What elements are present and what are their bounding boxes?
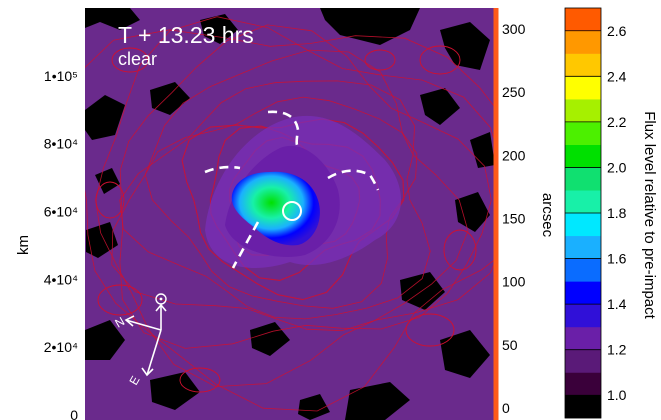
impact-site-marker — [282, 201, 302, 221]
left-tick-label: 6•10⁴ — [44, 204, 78, 220]
colorbar-tick-label: 1.2 — [607, 342, 627, 358]
left-tick-label: 1•10⁵ — [44, 68, 78, 84]
left-axis-label: km — [15, 235, 32, 255]
colorbar-segment — [565, 144, 601, 168]
dashed-boundary — [204, 165, 241, 174]
low-flux-patch — [440, 22, 490, 70]
contour-line — [97, 284, 143, 316]
colorbar-segment — [565, 258, 601, 282]
compass-north-arrow — [125, 319, 162, 331]
colorbar-segment — [565, 235, 601, 259]
low-flux-patch — [85, 320, 125, 360]
right-axis-label: arcsec — [539, 193, 556, 238]
left-tick-label: 2•10⁴ — [44, 339, 78, 355]
contour-line — [119, 80, 431, 320]
right-axis-ticks: 0 50 100 150 200 250 300 — [502, 21, 526, 416]
low-flux-patch — [320, 8, 420, 45]
colorbar-tick-label: 2.4 — [607, 68, 627, 84]
compass-north-arrowhead — [124, 315, 135, 327]
low-flux-patch — [440, 330, 490, 378]
colorbar-tick-label: 2.2 — [607, 114, 627, 130]
contour-line — [85, 29, 495, 412]
colorbar-segment — [565, 99, 601, 123]
colorbar-segment — [565, 8, 601, 32]
compass-sun-arrowhead — [155, 303, 167, 312]
colorbar-segment — [565, 190, 601, 214]
left-tick-label: 0 — [70, 407, 78, 420]
low-flux-patch — [455, 192, 490, 232]
low-flux-regions — [85, 8, 495, 420]
colorbar-segment — [565, 326, 601, 350]
contour-line — [419, 45, 461, 75]
right-tick-label: 200 — [502, 147, 526, 163]
colorbar-tick-label: 1.0 — [607, 387, 627, 403]
left-tick-label: 8•10⁴ — [44, 136, 78, 152]
right-tick-label: 0 — [502, 400, 510, 416]
colorbar-segment — [565, 76, 601, 100]
contour-line — [144, 96, 418, 309]
contour-line — [111, 47, 149, 73]
contour-line — [119, 24, 492, 349]
low-flux-patch — [95, 168, 120, 194]
left-axis-ticks: 0 2•10⁴ 4•10⁴ 6•10⁴ 8•10⁴ 1•10⁵ — [44, 68, 78, 420]
low-flux-patch — [250, 322, 290, 356]
colorbar-tick-label: 2.6 — [607, 23, 627, 39]
filter-label: clear — [118, 49, 157, 69]
colorbar-label: Flux level relative to pre-impact — [641, 111, 658, 319]
low-flux-patch — [470, 132, 495, 168]
low-flux-patch — [345, 382, 410, 420]
low-flux-patch — [200, 14, 238, 44]
chart-title: T + 13.23 hrs — [118, 22, 254, 48]
annotation-overlays — [204, 110, 380, 269]
compass-east-arrow — [146, 329, 162, 376]
colorbar-segment — [565, 372, 601, 396]
low-flux-patch — [150, 372, 200, 410]
low-flux-patch — [85, 8, 140, 30]
colorbar-tick-label: 2.0 — [607, 159, 627, 175]
right-tick-label: 100 — [502, 274, 526, 290]
contour-line — [179, 367, 221, 393]
right-tick-label: 150 — [502, 210, 526, 226]
colorbar-tick-label: 1.8 — [607, 205, 627, 221]
dashed-boundary — [231, 221, 260, 269]
colorbar-segment — [565, 213, 601, 237]
colorbar-segment — [565, 304, 601, 328]
right-tick-label: 50 — [502, 337, 518, 353]
contour-line — [95, 181, 125, 219]
left-tick-label: 4•10⁴ — [44, 271, 78, 287]
low-flux-patch — [86, 222, 118, 258]
contour-line — [364, 49, 396, 71]
image-plot-area — [85, 8, 495, 420]
contour-line — [181, 118, 405, 301]
colorbar-segment — [565, 349, 601, 373]
colorbar-segment — [565, 281, 601, 305]
contour-line — [405, 313, 455, 347]
low-flux-patch — [420, 88, 460, 125]
colorbar-segment — [565, 30, 601, 54]
dashed-boundary — [267, 110, 300, 146]
colorbar-segment — [565, 395, 601, 419]
colorbar-ticks: 1.0 1.2 1.4 1.6 1.8 2.0 2.2 2.4 2.6 — [565, 23, 627, 403]
colorbar-tick-label: 1.6 — [607, 251, 627, 267]
low-flux-patch — [150, 82, 190, 115]
colorbar-segment — [565, 167, 601, 191]
contour-line — [443, 229, 477, 271]
compass-east-arrowhead — [141, 367, 154, 377]
low-flux-patch — [85, 95, 125, 140]
right-tick-label: 250 — [502, 84, 526, 100]
low-flux-patch — [298, 394, 330, 420]
right-tick-label: 300 — [502, 21, 526, 37]
colorbar-tick-label: 1.4 — [607, 296, 627, 312]
colorbar — [564, 7, 602, 419]
sun-direction-icon — [159, 297, 163, 301]
colorbar-segment — [565, 53, 601, 77]
colorbar-segment — [565, 121, 601, 145]
